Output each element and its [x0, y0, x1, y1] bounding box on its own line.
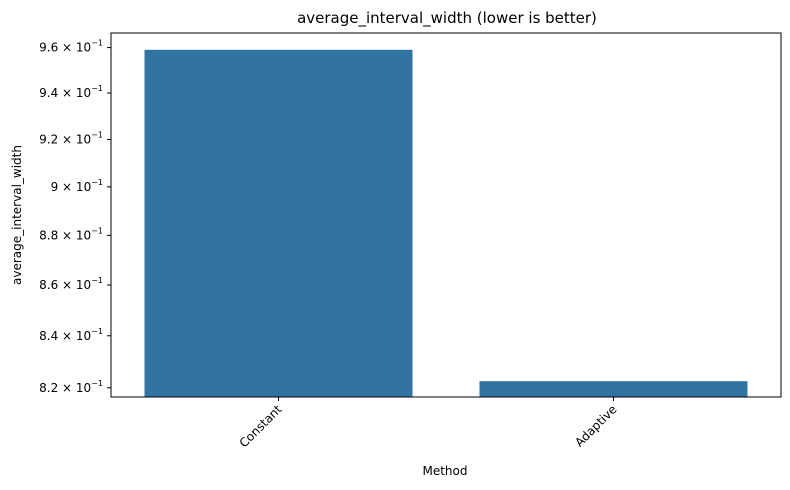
y-tick-label: 9.4 × 10−1: [39, 84, 103, 100]
y-tick-label: 9.2 × 10−1: [39, 130, 103, 146]
y-tick-label: 9 × 10−1: [51, 178, 103, 194]
y-tick-label: 9.6 × 10−1: [39, 39, 103, 55]
y-tick-label: 8.4 × 10−1: [39, 327, 103, 343]
y-axis-label: average_interval_width: [10, 145, 24, 285]
x-axis-label: Method: [422, 464, 467, 478]
bar-adaptive: [479, 381, 748, 397]
bars-group: [144, 49, 748, 398]
chart-title: average_interval_width (lower is better): [297, 9, 597, 28]
y-axis-ticks: 8.2 × 10−1 8.4 × 10−1 8.6 × 10−1 8.8 × 10−1…: [39, 39, 111, 395]
y-tick-label: 8.8 × 10−1: [39, 226, 103, 242]
y-tick-label: 8.2 × 10−1: [39, 379, 103, 395]
plot-frame: [110, 32, 782, 398]
bar-constant: [144, 49, 413, 398]
y-tick-label: 8.6 × 10−1: [39, 276, 103, 292]
